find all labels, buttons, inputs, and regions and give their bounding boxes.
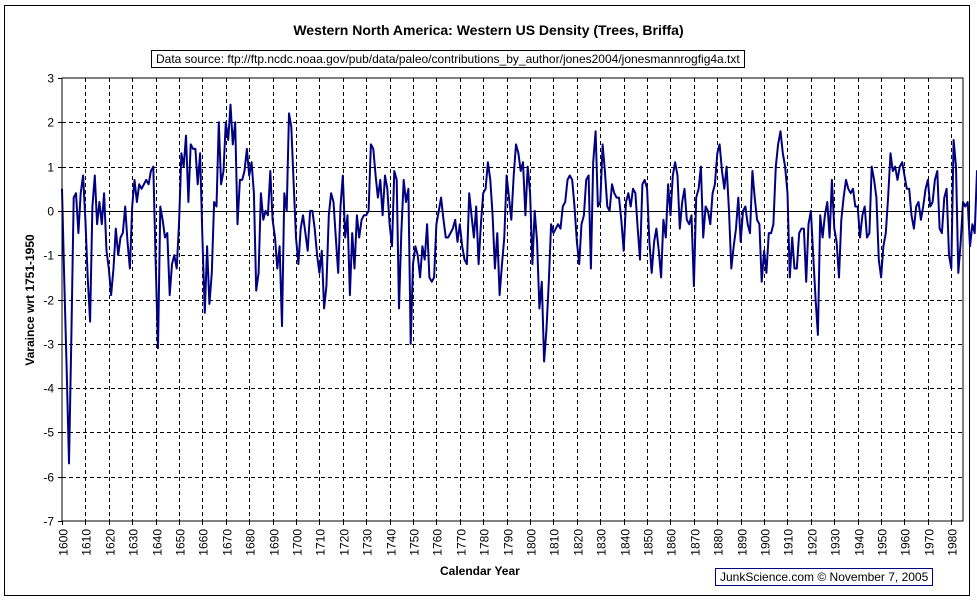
x-tick-label: 1800 [525,529,539,556]
x-tick-label: 1870 [689,529,703,556]
x-tick-label: 1920 [806,529,820,556]
x-tick-label: 1710 [314,529,328,556]
x-tick-label: 1640 [151,529,165,556]
x-tick-label: 1880 [712,529,726,556]
x-tick-label: 1830 [595,529,609,556]
x-tick-label: 1860 [665,529,679,556]
x-tick-label: 1810 [548,529,562,556]
x-tick-label: 1980 [946,529,960,556]
x-tick-label: 1680 [244,529,258,556]
y-tick-label: 3 [47,72,54,86]
x-tick-label: 1930 [829,529,843,556]
x-tick-label: 1970 [923,529,937,556]
x-tick-label: 1760 [431,529,445,556]
credit-label: JunkScience.com © November 7, 2005 [715,568,934,586]
x-tick-label: 1630 [127,529,141,556]
x-tick-label: 1620 [104,529,118,556]
x-tick-label: 1820 [572,529,586,556]
x-tick-label: 1650 [174,529,188,556]
x-tick-label: 1660 [197,529,211,556]
plot-border-top [61,77,964,522]
x-tick-label: 1940 [853,529,867,556]
plot-border [61,77,964,522]
x-tick-label: 1780 [478,529,492,556]
y-tick-label: -3 [43,338,54,352]
y-tick-label: -2 [43,294,54,308]
x-tick-label: 1850 [642,529,656,556]
x-tick-label: 1840 [619,529,633,556]
x-axis-label: Calendar Year [440,564,520,578]
x-tick-label: 1910 [782,529,796,556]
y-tick-label: 1 [47,161,54,175]
y-tick-label: 2 [47,116,54,130]
y-tick-label: -1 [43,249,54,263]
x-tick-label: 1960 [899,529,913,556]
x-tick-label: 1730 [361,529,375,556]
x-tick-label: 1690 [268,529,282,556]
data-source-label: Data source: ftp://ftp.ncdc.noaa.gov/pub… [151,50,745,68]
x-tick-label: 1750 [408,529,422,556]
x-tick-label: 1720 [338,529,352,556]
x-tick-label: 1670 [221,529,235,556]
x-tick-label: 1790 [502,529,516,556]
x-tick-label: 1770 [455,529,469,556]
y-tick-label: -5 [43,426,54,440]
chart-title: Western North America: Western US Densit… [293,22,684,38]
x-tick-label: 1890 [736,529,750,556]
y-tick-label: -6 [43,471,54,485]
x-tick-label: 1610 [80,529,94,556]
x-tick-label: 1900 [759,529,773,556]
y-tick-label: -7 [43,515,54,529]
x-tick-label: 1950 [876,529,890,556]
x-tick-label: 1600 [57,529,71,556]
x-tick-label: 1740 [385,529,399,556]
data-series-line [61,103,977,465]
y-tick-label: -4 [43,382,54,396]
x-tick-label: 1700 [291,529,305,556]
y-tick-label: 0 [47,205,54,219]
